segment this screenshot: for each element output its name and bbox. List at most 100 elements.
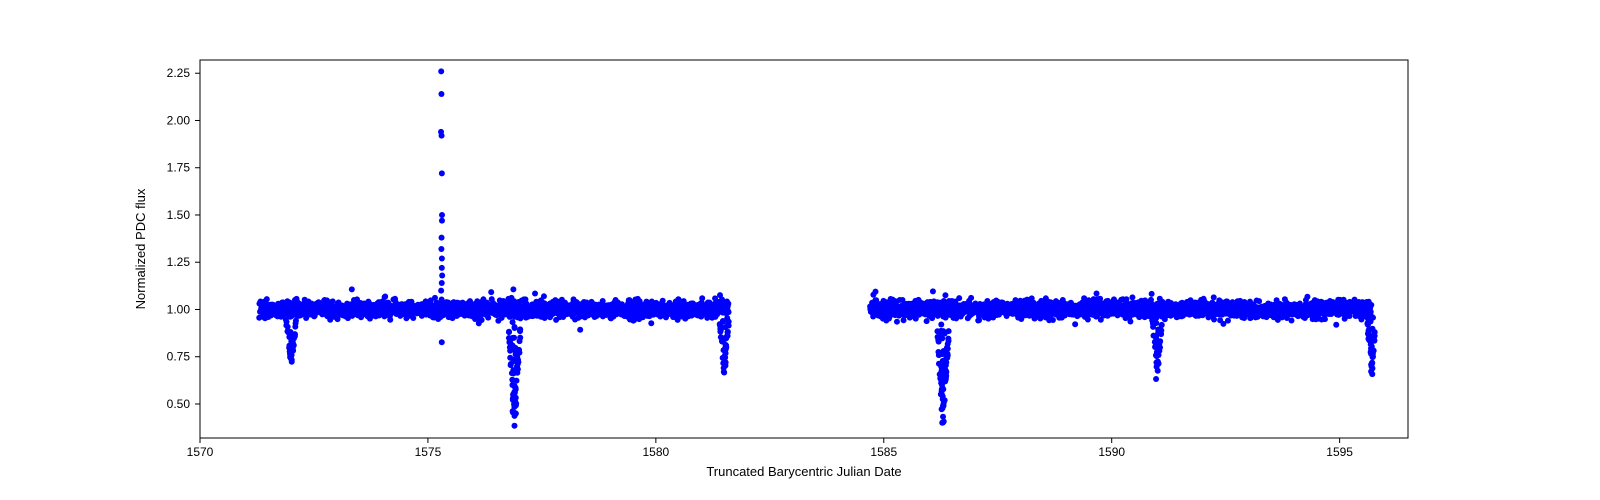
data-point xyxy=(1352,306,1358,312)
data-point xyxy=(410,315,416,321)
data-point xyxy=(376,310,382,316)
data-point xyxy=(287,354,293,360)
data-point xyxy=(517,326,523,332)
data-point xyxy=(1213,302,1219,308)
data-point xyxy=(1155,348,1161,354)
data-point xyxy=(721,370,727,376)
data-point xyxy=(939,367,945,373)
plot-area xyxy=(200,60,1408,438)
data-point xyxy=(1256,298,1262,304)
data-point xyxy=(1341,297,1347,303)
y-axis-label: Normalized PDC flux xyxy=(133,188,148,309)
data-point xyxy=(1155,361,1161,367)
data-point xyxy=(1333,322,1339,328)
data-point xyxy=(1142,309,1148,315)
data-point xyxy=(511,423,517,429)
data-point xyxy=(264,296,270,302)
data-point xyxy=(538,307,544,313)
data-point xyxy=(506,329,512,335)
data-point xyxy=(1225,318,1231,324)
data-point xyxy=(1367,335,1373,341)
data-point xyxy=(1155,329,1161,335)
data-point xyxy=(510,409,516,415)
data-point xyxy=(1211,294,1217,300)
y-tick-label: 2.25 xyxy=(167,66,191,80)
data-point xyxy=(357,310,363,316)
data-point xyxy=(1127,319,1133,325)
data-point xyxy=(289,337,295,343)
data-point xyxy=(439,265,445,271)
data-point xyxy=(939,335,945,341)
data-point xyxy=(577,327,583,333)
data-point xyxy=(511,370,517,376)
data-point xyxy=(1237,306,1243,312)
data-point xyxy=(987,313,993,319)
data-point xyxy=(367,308,373,314)
data-point xyxy=(290,302,296,308)
data-point xyxy=(720,355,726,361)
data-point xyxy=(1368,302,1374,308)
data-point xyxy=(878,305,884,311)
data-point xyxy=(886,316,892,322)
data-point xyxy=(976,317,982,323)
data-point xyxy=(438,91,444,97)
data-point xyxy=(260,306,266,312)
data-point xyxy=(479,305,485,311)
data-point xyxy=(726,319,732,325)
x-tick-label: 1585 xyxy=(870,445,897,459)
data-point xyxy=(438,288,444,294)
data-point xyxy=(1094,290,1100,296)
data-point xyxy=(1050,317,1056,323)
data-point xyxy=(574,309,580,315)
data-point xyxy=(1085,316,1091,322)
x-tick-label: 1570 xyxy=(187,445,214,459)
data-point xyxy=(517,338,523,344)
data-point xyxy=(712,295,718,301)
x-tick-label: 1590 xyxy=(1098,445,1125,459)
y-tick-label: 1.50 xyxy=(167,208,191,222)
data-point xyxy=(292,324,298,330)
data-point xyxy=(868,304,874,310)
data-point xyxy=(514,364,520,370)
data-point xyxy=(439,235,445,241)
data-point xyxy=(872,289,878,295)
data-point xyxy=(287,349,293,355)
data-point xyxy=(439,272,445,278)
data-point xyxy=(941,312,947,318)
data-point xyxy=(894,319,900,325)
data-point xyxy=(720,336,726,342)
data-point xyxy=(720,318,726,324)
data-point xyxy=(722,324,728,330)
data-point xyxy=(510,335,516,341)
data-point xyxy=(721,347,727,353)
data-point xyxy=(1149,291,1155,297)
data-point xyxy=(938,322,944,328)
data-point xyxy=(629,312,635,318)
x-tick-label: 1575 xyxy=(415,445,442,459)
data-point xyxy=(567,302,573,308)
data-point xyxy=(635,296,641,302)
data-point xyxy=(287,343,293,349)
data-point xyxy=(999,305,1005,311)
data-point xyxy=(1335,297,1341,303)
chart-svg: 1570157515801585159015950.500.751.001.25… xyxy=(0,0,1600,500)
data-point xyxy=(510,319,516,325)
data-point xyxy=(1370,354,1376,360)
data-point xyxy=(553,317,559,323)
data-point xyxy=(940,378,946,384)
data-point xyxy=(438,246,444,252)
data-point xyxy=(382,294,388,300)
data-point xyxy=(1072,321,1078,327)
data-point xyxy=(1304,294,1310,300)
data-point xyxy=(1370,315,1376,321)
data-point xyxy=(439,218,445,224)
data-point xyxy=(349,286,355,292)
data-point xyxy=(940,348,946,354)
data-point xyxy=(1142,297,1148,303)
data-point xyxy=(288,313,294,319)
data-point xyxy=(723,303,729,309)
data-point xyxy=(330,303,336,309)
x-tick-label: 1595 xyxy=(1326,445,1353,459)
y-tick-label: 1.00 xyxy=(167,302,191,316)
y-tick-label: 0.75 xyxy=(167,350,191,364)
